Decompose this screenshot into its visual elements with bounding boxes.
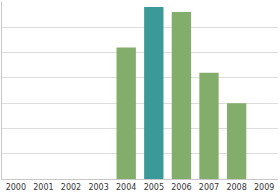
svg-text:2002: 2002 — [61, 183, 81, 192]
svg-text:2003: 2003 — [88, 183, 108, 192]
svg-text:2008: 2008 — [226, 183, 246, 192]
svg-text:2006: 2006 — [171, 183, 191, 192]
svg-text:2004: 2004 — [116, 183, 136, 192]
svg-text:2009: 2009 — [254, 183, 274, 192]
svg-text:2000: 2000 — [6, 183, 26, 192]
svg-text:2005: 2005 — [144, 183, 164, 192]
svg-text:2007: 2007 — [199, 183, 219, 192]
svg-text:2001: 2001 — [33, 183, 53, 192]
